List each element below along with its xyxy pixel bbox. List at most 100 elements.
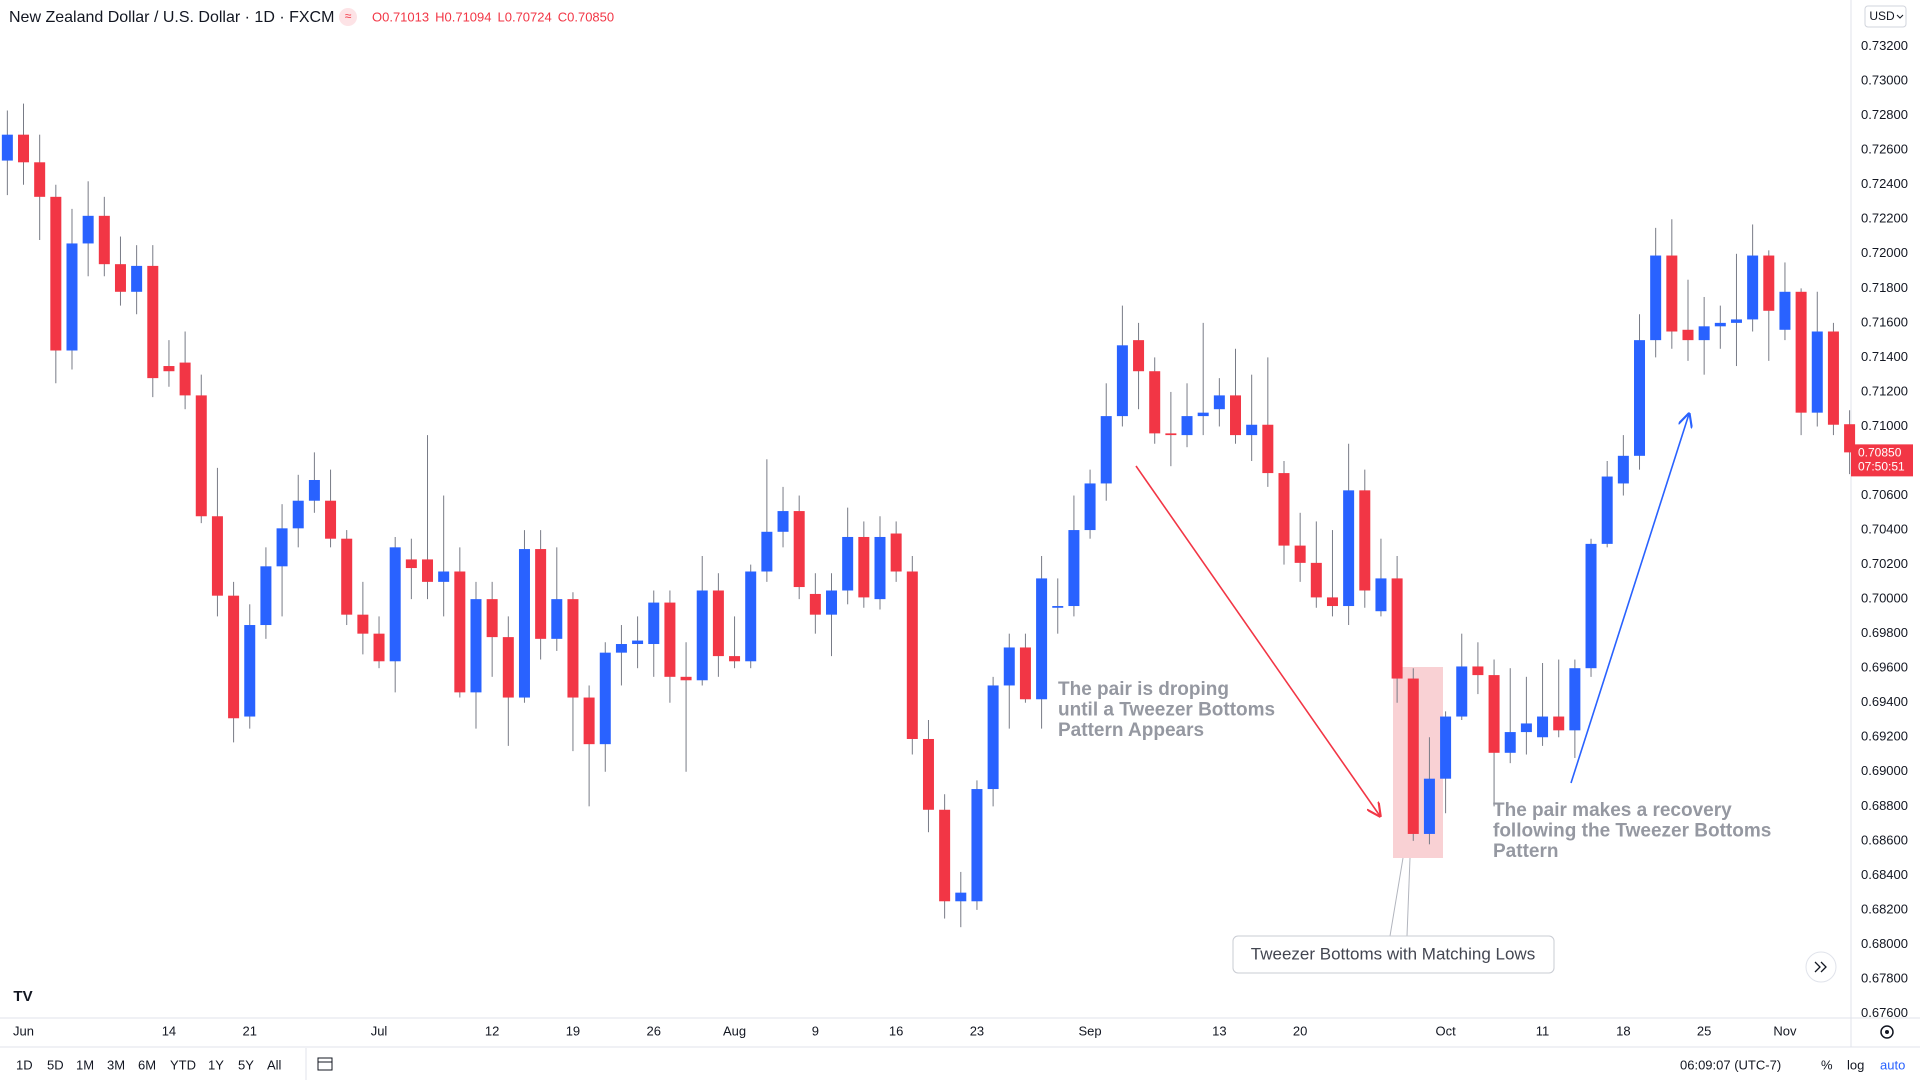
up-arrow (1570, 414, 1689, 784)
scroll-button[interactable] (1805, 951, 1837, 983)
candle-body (502, 637, 514, 698)
candle-body (1197, 412, 1209, 417)
candle-body (1116, 345, 1128, 417)
x-tick-label: Oct (1435, 1023, 1456, 1038)
status-icon-glyph: ≈ (345, 9, 352, 23)
ohlc-legend: O0.71013 H0.71094 L0.70724 C0.70850 (372, 9, 614, 24)
callout-text: Tweezer Bottoms with Matching Lows (1251, 944, 1535, 963)
candle-body (939, 809, 951, 902)
candle-body (809, 593, 821, 615)
candle-body (1052, 606, 1064, 608)
range-button[interactable]: All (267, 1057, 282, 1072)
candle-body (1504, 732, 1516, 753)
candle-body (1634, 340, 1646, 456)
annotation-text: The pair is droping (1058, 679, 1229, 700)
candle-body (1779, 291, 1791, 330)
goto-date-button[interactable] (317, 1057, 333, 1071)
candle-body (1617, 455, 1629, 484)
y-tick-label: 0.69200 (1861, 729, 1908, 744)
x-tick-label: 9 (812, 1023, 819, 1038)
candle-body (82, 215, 94, 244)
y-tick-label: 0.70600 (1861, 487, 1908, 502)
candle-body (1811, 331, 1823, 413)
candle-body (50, 196, 62, 351)
candle-body (1682, 329, 1694, 341)
scale-option[interactable]: % (1821, 1057, 1833, 1072)
range-button[interactable]: 1D (16, 1057, 33, 1072)
x-tick-label: Jun (13, 1023, 34, 1038)
annotation-text: following the Tweezer Bottoms (1493, 821, 1771, 842)
candle-body (1472, 666, 1484, 676)
candle-body (260, 566, 272, 626)
candle-body (761, 531, 773, 572)
ohlc-value: L0.70724 (498, 9, 552, 24)
y-tick-label: 0.72600 (1861, 142, 1908, 157)
candle-body (1763, 255, 1775, 311)
y-tick-label: 0.72000 (1861, 245, 1908, 260)
scroll-icon[interactable] (1814, 961, 1827, 973)
candle-body (906, 571, 918, 739)
currency-button[interactable] (1864, 5, 1907, 28)
candle-body (1084, 483, 1096, 531)
candle-body (1666, 255, 1678, 332)
candle-body (874, 536, 886, 600)
y-tick-label: 0.67800 (1861, 970, 1908, 985)
x-tick-label: 11 (1536, 1023, 1550, 1038)
candle-body (1278, 473, 1290, 546)
candle-body (1569, 668, 1581, 731)
range-button[interactable]: 3M (107, 1057, 125, 1072)
y-tick-label: 0.69600 (1861, 660, 1908, 675)
clock: 06:09:07 (UTC-7) (1680, 1057, 1781, 1072)
x-tick-label: 20 (1293, 1023, 1307, 1038)
currency-label[interactable]: USD (1869, 9, 1895, 23)
candle-body (615, 644, 627, 653)
x-tick-label: 26 (647, 1023, 661, 1038)
y-tick-label: 0.71200 (1861, 383, 1908, 398)
candle-body (1714, 322, 1726, 327)
candle-body (1601, 476, 1613, 544)
y-tick-label: 0.71400 (1861, 349, 1908, 364)
y-tick-label: 0.70000 (1861, 591, 1908, 606)
candle-body (1003, 647, 1015, 686)
candle-body (922, 738, 934, 810)
candle-body (1375, 578, 1387, 612)
scale-option[interactable]: auto (1880, 1057, 1905, 1072)
range-button[interactable]: 6M (138, 1057, 156, 1072)
settings-button[interactable] (1880, 1025, 1894, 1039)
range-button[interactable]: 5Y (238, 1057, 254, 1072)
y-tick-label: 0.69800 (1861, 625, 1908, 640)
x-tick-label: 16 (889, 1023, 903, 1038)
candle-body (583, 697, 595, 745)
candle-body (1181, 416, 1193, 436)
candle-body (357, 614, 369, 634)
scale-option[interactable]: log (1847, 1057, 1864, 1072)
settings-icon[interactable] (1885, 1030, 1889, 1034)
y-tick-label: 0.73200 (1861, 38, 1908, 53)
candle-body (1294, 545, 1306, 563)
candle-body (1440, 716, 1452, 779)
candle-body (1747, 255, 1759, 320)
range-button[interactable]: 1M (76, 1057, 94, 1072)
y-tick-label: 0.71800 (1861, 280, 1908, 295)
candle-body (971, 789, 983, 902)
candle-body (518, 549, 530, 698)
y-tick-label: 0.68200 (1861, 901, 1908, 916)
candle-body (1326, 597, 1338, 607)
candle-body (1520, 723, 1532, 733)
candle-body (1553, 716, 1565, 731)
x-tick-label: 25 (1697, 1023, 1711, 1038)
range-button[interactable]: YTD (170, 1057, 196, 1072)
candle-body (454, 571, 466, 693)
candle-body (858, 536, 870, 598)
candle-body (147, 265, 159, 379)
candle-body (228, 595, 240, 719)
range-button[interactable]: 5D (47, 1057, 64, 1072)
countdown-label: 07:50:51 (1858, 460, 1905, 474)
candle-body (599, 652, 611, 745)
range-button[interactable]: 1Y (208, 1057, 224, 1072)
x-tick-label: 21 (243, 1023, 257, 1038)
chart-title: New Zealand Dollar / U.S. Dollar · 1D · … (9, 9, 334, 26)
x-tick-label: 19 (566, 1023, 580, 1038)
candle-body (486, 599, 498, 638)
